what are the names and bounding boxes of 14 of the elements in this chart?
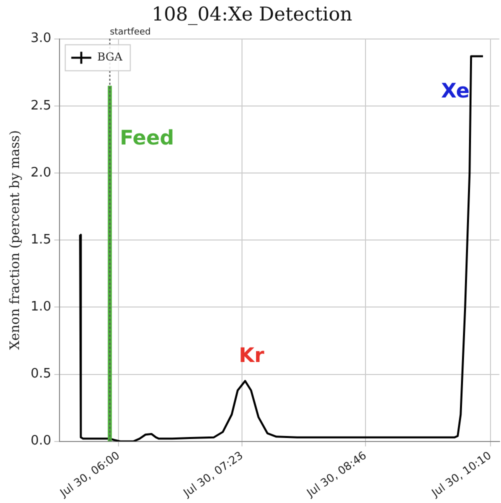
annotation: Kr — [238, 343, 264, 368]
y-tick-label: 0.5 — [30, 366, 52, 382]
annotation: Xe — [441, 78, 470, 103]
y-tick-label: 2.0 — [30, 165, 52, 180]
y-tick-label: 1.5 — [30, 232, 52, 248]
y-axis-title: Xenon fraction (percent by mass) — [8, 130, 24, 350]
y-tick-label: 0.0 — [30, 434, 52, 449]
chart-title: 108_04:Xe Detection — [152, 3, 352, 26]
series-label: Feed — [120, 125, 174, 150]
legend-label: BGA — [97, 50, 124, 64]
y-tick-label: 1.0 — [30, 300, 52, 315]
ref-line-label: startfeed — [110, 28, 151, 38]
y-tick-label: 3.0 — [30, 31, 52, 46]
y-tick-label: 2.5 — [30, 98, 52, 114]
